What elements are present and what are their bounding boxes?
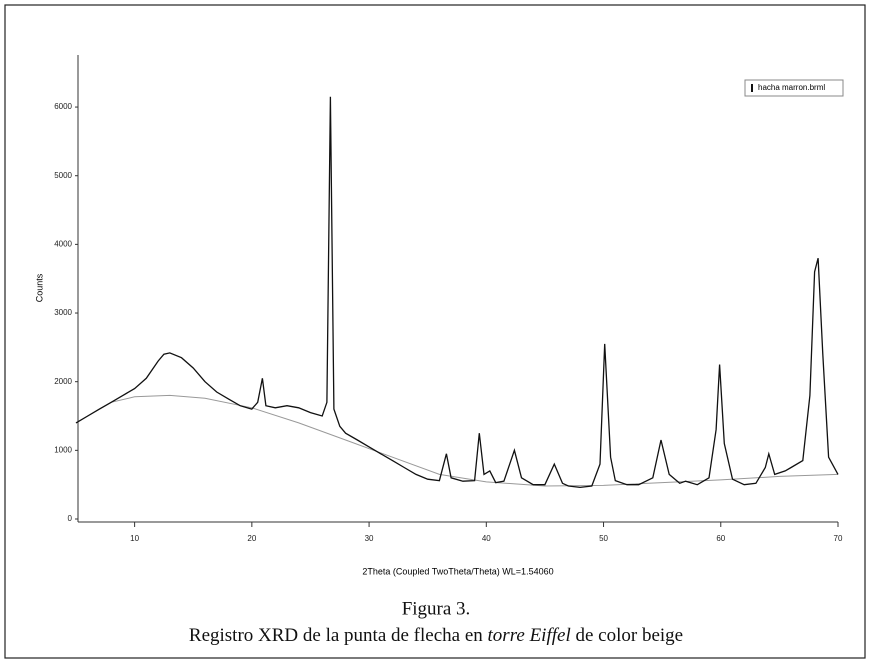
caption-part: torre Eiffel <box>488 625 571 646</box>
legend-label: hacha marron.brml <box>758 83 825 92</box>
y-tick-label: 1000 <box>54 445 72 454</box>
x-tick-label: 40 <box>482 534 491 543</box>
x-tick-label: 10 <box>130 534 139 543</box>
caption-part: de color beige <box>571 625 683 646</box>
x-tick-label: 70 <box>834 534 843 543</box>
y-tick-label: 4000 <box>54 239 72 248</box>
x-tick-label: 20 <box>247 534 256 543</box>
series-line <box>75 394 839 487</box>
figure-frame <box>4 4 866 659</box>
y-tick-label: 3000 <box>54 308 72 317</box>
x-tick-label: 30 <box>365 534 374 543</box>
caption-label: Figura 3. <box>402 598 471 619</box>
series-line <box>75 96 839 489</box>
x-axis-label: 2Theta (Coupled TwoTheta/Theta) WL=1.540… <box>362 566 553 576</box>
y-tick-label: 2000 <box>54 377 72 386</box>
caption-text: Registro XRD de la punta de flecha en to… <box>189 625 683 646</box>
y-tick-label: 5000 <box>54 171 72 180</box>
y-tick-label: 0 <box>68 514 73 523</box>
y-axis-label: Counts <box>34 273 44 302</box>
x-tick-label: 60 <box>716 534 725 543</box>
x-tick-label: 50 <box>599 534 608 543</box>
y-tick-label: 6000 <box>54 102 72 111</box>
caption-part: Registro XRD de la punta de flecha en <box>189 625 488 646</box>
legend-box <box>744 79 844 97</box>
